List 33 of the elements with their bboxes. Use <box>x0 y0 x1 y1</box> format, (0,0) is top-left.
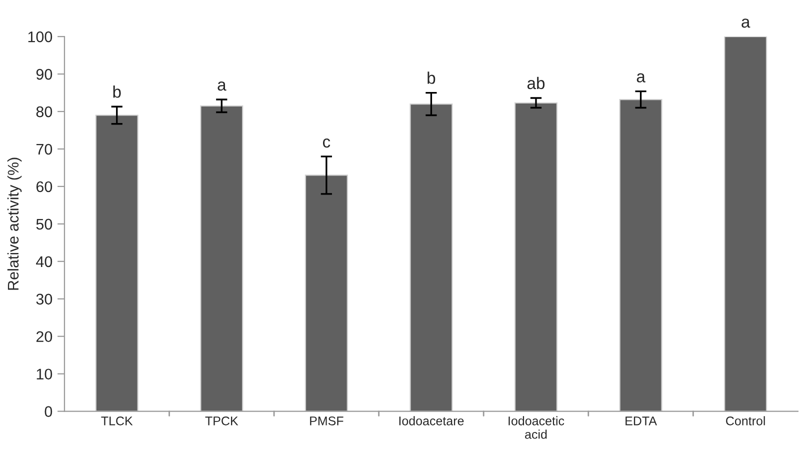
annotation: a <box>742 18 750 28</box>
bar <box>514 102 558 412</box>
annotation: b <box>113 86 121 98</box>
y-tick-label: 20 <box>36 331 52 342</box>
x-tick-label: Iodoacetic acid <box>508 416 564 439</box>
y-tick-label: 0 <box>44 406 52 417</box>
y-tick-label: 10 <box>36 368 52 380</box>
y-tick-label: 80 <box>36 106 52 118</box>
x-tick-label: PMSF <box>310 416 344 426</box>
x-tick-label: TPCK <box>205 416 238 426</box>
x-tick-label: Control <box>726 416 765 426</box>
y-tick-label: 90 <box>36 68 52 80</box>
x-tick-label: EDTA <box>626 416 657 426</box>
annotation: ab <box>527 76 545 90</box>
y-tick-label: 30 <box>36 294 52 305</box>
y-axis-title: Relative activity (%) <box>7 158 22 290</box>
y-tick-label: 60 <box>36 181 52 192</box>
bar <box>304 174 348 412</box>
x-tick-label: Iodoacetare <box>399 416 464 426</box>
annotation: b <box>428 72 436 84</box>
bar <box>619 98 662 412</box>
bar <box>95 114 138 412</box>
annotation: a <box>218 82 226 91</box>
bar <box>410 103 453 412</box>
y-tick-label: 100 <box>28 31 52 42</box>
bar <box>200 105 244 412</box>
annotation: c <box>322 138 330 148</box>
annotation: a <box>636 73 646 82</box>
y-tick-label: 70 <box>36 144 52 155</box>
x-tick-label: TLCK <box>101 416 133 426</box>
y-tick-label: 40 <box>36 256 52 268</box>
y-tick-label: 50 <box>36 218 52 230</box>
bar <box>724 36 768 412</box>
